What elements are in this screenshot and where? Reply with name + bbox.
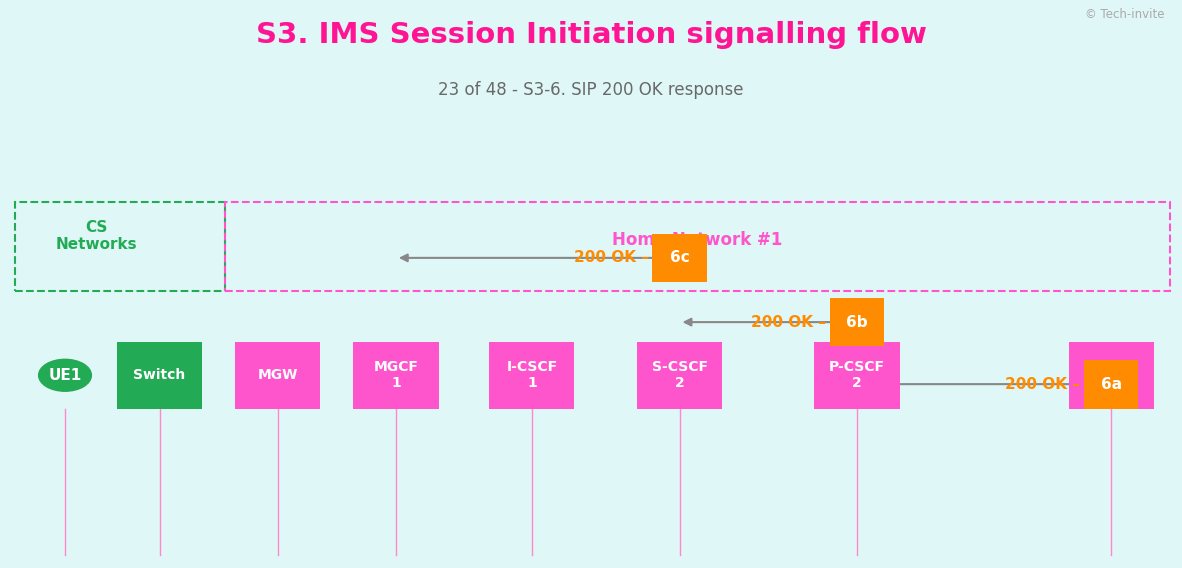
Text: S-CSCF
2: S-CSCF 2: [651, 360, 708, 390]
Text: 6b: 6b: [846, 315, 868, 329]
Text: P-CSCF
2: P-CSCF 2: [829, 360, 885, 390]
Text: MGW: MGW: [258, 368, 298, 382]
Text: 200 OK –: 200 OK –: [752, 315, 826, 329]
Text: 200 OK –: 200 OK –: [1006, 377, 1080, 392]
FancyBboxPatch shape: [117, 342, 202, 408]
Text: Home Network #1: Home Network #1: [612, 231, 782, 249]
FancyBboxPatch shape: [1084, 360, 1138, 408]
FancyBboxPatch shape: [652, 233, 707, 282]
Text: 6a: 6a: [1100, 377, 1122, 392]
Text: MGCF
1: MGCF 1: [374, 360, 418, 390]
FancyBboxPatch shape: [830, 298, 884, 346]
Text: CS
Networks: CS Networks: [56, 219, 138, 252]
Text: Switch: Switch: [134, 368, 186, 382]
Text: 6c: 6c: [670, 250, 689, 265]
FancyBboxPatch shape: [235, 342, 320, 408]
FancyBboxPatch shape: [814, 342, 900, 408]
Text: © Tech-invite: © Tech-invite: [1085, 9, 1164, 22]
FancyBboxPatch shape: [637, 342, 722, 408]
FancyBboxPatch shape: [353, 342, 439, 408]
Text: S3. IMS Session Initiation signalling flow: S3. IMS Session Initiation signalling fl…: [255, 21, 927, 49]
FancyBboxPatch shape: [489, 342, 574, 408]
FancyBboxPatch shape: [1069, 342, 1154, 408]
Ellipse shape: [39, 360, 91, 391]
Text: 200 OK –: 200 OK –: [574, 250, 649, 265]
Text: UE1: UE1: [48, 367, 82, 383]
Text: 23 of 48 - S3-6. SIP 200 OK response: 23 of 48 - S3-6. SIP 200 OK response: [439, 81, 743, 99]
Text: UE
2: UE 2: [1100, 360, 1122, 390]
Text: I-CSCF
1: I-CSCF 1: [506, 360, 558, 390]
